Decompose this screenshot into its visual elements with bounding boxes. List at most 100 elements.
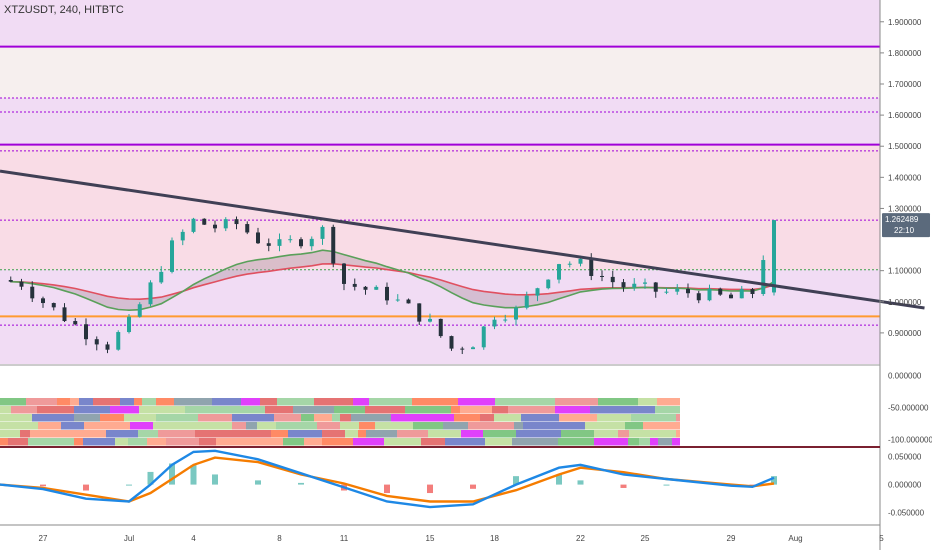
candle-body — [352, 283, 357, 287]
time-tick-label: Jul — [124, 534, 134, 543]
heatmap-cell — [445, 438, 485, 446]
candle-body — [718, 288, 723, 295]
candle-body — [19, 281, 24, 287]
candle-body — [137, 304, 142, 317]
heatmap-cell — [30, 430, 76, 438]
heatmap-cell — [555, 406, 590, 414]
heatmap-cell — [153, 422, 195, 430]
heatmap-cell — [345, 430, 358, 438]
heatmap-cell — [271, 430, 288, 438]
candle-body — [438, 318, 443, 337]
candle-body — [331, 226, 336, 264]
heatmap-cell — [483, 430, 516, 438]
zone-cream — [0, 46, 880, 98]
heatmap-cell — [174, 398, 212, 406]
heatmap-cell — [272, 438, 283, 446]
heatmap-cell — [657, 398, 680, 406]
macd-histogram-bar — [190, 465, 197, 485]
heatmap-cell — [521, 414, 559, 422]
macd-pane: 0.050000 0.000000 -0.050000 — [0, 449, 925, 518]
heatmap-cell — [79, 398, 93, 406]
heatmap-cell — [241, 398, 260, 406]
heatmap-cell — [559, 414, 597, 422]
heatmap-cell — [351, 414, 391, 422]
time-tick-label: 25 — [641, 534, 650, 543]
price-pane — [0, 0, 925, 364]
candle-body — [213, 224, 217, 229]
price-axis: 1.900000 1.800000 1.700000 1.600000 1.500000… — [879, 0, 930, 550]
candle-body — [299, 239, 303, 247]
heatmap-cell — [420, 414, 454, 422]
heatmap-cell — [0, 406, 11, 414]
heatmap-cell — [658, 438, 672, 446]
heatmap-cell — [512, 438, 558, 446]
heatmap-cell — [468, 422, 514, 430]
candle-body — [202, 218, 207, 225]
candle-body — [621, 282, 626, 288]
candle-body — [266, 243, 271, 246]
heatmap-tick-label: 0.000000 — [888, 372, 922, 381]
candle-body — [589, 258, 594, 276]
heatmap-cell — [28, 438, 74, 446]
heatmap-cell — [375, 422, 413, 430]
heatmap-cell — [8, 438, 28, 446]
heatmap-cell — [20, 430, 30, 438]
heatmap-cell — [561, 430, 594, 438]
heatmap-cell — [322, 430, 345, 438]
heatmap-cell — [0, 438, 8, 446]
heatmap-cell — [434, 422, 443, 430]
heatmap-cell — [629, 430, 676, 438]
heatmap-cell — [265, 406, 293, 414]
candle-body — [288, 239, 293, 241]
heatmap-cell — [199, 438, 216, 446]
heatmap-cell — [509, 398, 555, 406]
time-tick-label: 5 — [879, 534, 884, 543]
candle-body — [385, 286, 389, 301]
heatmap-cell — [485, 438, 512, 446]
heatmap-cell — [74, 414, 100, 422]
candle-body — [557, 264, 561, 280]
heatmap-cell — [57, 398, 70, 406]
heatmap-cell — [458, 398, 495, 406]
candle-body — [729, 294, 733, 299]
candle-body — [503, 319, 508, 321]
heatmap-cell — [676, 414, 680, 422]
heatmap-cell — [156, 414, 198, 422]
heatmap-cell — [523, 422, 561, 430]
macd-histogram-bar — [513, 476, 519, 485]
macd-histogram-bar — [83, 484, 89, 491]
heatmap-cell — [283, 438, 304, 446]
heatmap-cell — [195, 422, 232, 430]
macd-histogram-bar — [147, 471, 154, 485]
candle-body — [309, 238, 314, 247]
heatmap-cell — [340, 422, 359, 430]
heatmap-cell — [369, 398, 412, 406]
heatmap-cell — [638, 398, 657, 406]
macd-tick-label: -0.050000 — [888, 509, 925, 518]
heatmap-cell — [340, 414, 351, 422]
candle-body — [30, 286, 35, 299]
candle-body — [524, 295, 529, 308]
heatmap-cell — [120, 398, 134, 406]
candle-body — [632, 283, 637, 288]
macd-tick-label: 0.050000 — [888, 452, 922, 461]
heatmap-cell — [138, 430, 158, 438]
heatmap-cell — [257, 422, 276, 430]
time-axis: 27Jul48111518222529Aug58 — [0, 524, 884, 543]
heatmap-cell — [594, 438, 628, 446]
heatmap-cell — [443, 422, 468, 430]
heatmap-cell — [0, 422, 38, 430]
candle-body — [127, 316, 131, 333]
heatmap-cell — [8, 398, 26, 406]
heatmap-cell — [212, 398, 241, 406]
heatmap-cell — [37, 406, 74, 414]
candle-body — [148, 282, 153, 305]
heatmap-cell — [317, 422, 340, 430]
heatmap-cell — [672, 438, 680, 446]
heatmap-cell — [428, 430, 461, 438]
heatmap-cell — [413, 422, 434, 430]
heatmap-cell — [508, 406, 555, 414]
candle-body — [51, 303, 56, 308]
time-tick-label: 4 — [191, 534, 196, 543]
